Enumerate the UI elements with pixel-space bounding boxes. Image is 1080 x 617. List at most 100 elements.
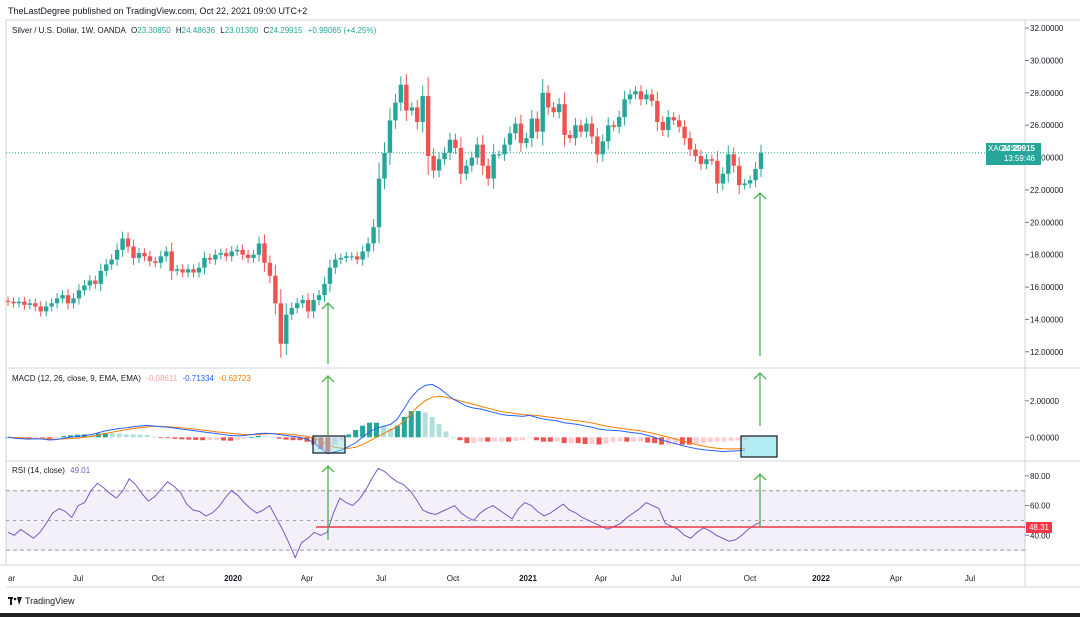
macd-histogram-bar (68, 435, 74, 438)
macd-histogram-bar (506, 437, 512, 442)
time-tick-label: Oct (447, 574, 460, 583)
main-legend: Silver / U.S. Dollar, 1W, OANDA O23.3085… (12, 26, 382, 35)
candle-body (234, 249, 240, 252)
macd-histogram-bar (589, 437, 595, 445)
candle-body (682, 126, 687, 139)
macd-histogram-bar (533, 437, 539, 441)
candle-body (409, 107, 414, 111)
candle-body (38, 306, 43, 312)
candle-body (742, 183, 747, 186)
rsi-legend: RSI (14, close) 49.01 (12, 466, 93, 475)
rsi-name: RSI (14, close) (12, 466, 65, 475)
candle-body (496, 154, 502, 156)
macd-histogram-bar (318, 437, 324, 449)
candle-body (251, 254, 256, 258)
macd-histogram-bar (457, 437, 463, 441)
macd-histogram-bar (346, 434, 352, 438)
macd-histogram-bar (499, 437, 505, 442)
macd-histogram-bar (88, 434, 94, 438)
candle-body (136, 253, 142, 258)
candle-body (649, 94, 655, 101)
macd-histogram-bar (707, 437, 713, 443)
candle-body (11, 301, 16, 304)
macd-histogram-bar (200, 437, 206, 441)
macd-histogram-bar (693, 437, 699, 444)
macd-highlight-box-right (740, 435, 778, 458)
candle-body (633, 91, 638, 95)
price-tick-label: 16.00000 (1030, 283, 1064, 292)
macd-histogram-bar (172, 437, 178, 439)
macd-histogram-bar (603, 437, 609, 444)
macd-histogram-bar (269, 437, 275, 439)
publish-header: TheLastDegree published on TradingView.c… (0, 0, 1080, 20)
arrow-rsi-right-head (753, 473, 767, 481)
candle-body (76, 290, 82, 299)
macd-histogram-bar (624, 437, 630, 442)
macd-histogram-bar (26, 437, 32, 439)
candle-body (294, 303, 300, 309)
macd-histogram-bar (547, 437, 553, 442)
candle-body (600, 141, 605, 155)
candle-body (491, 154, 496, 179)
macd-histogram-bar (408, 411, 414, 438)
candle-body (202, 257, 207, 268)
macd-histogram-bar (102, 432, 108, 438)
candle-body (502, 144, 507, 155)
macd-histogram-bar (672, 437, 678, 445)
macd-histogram-bar (262, 436, 268, 438)
publish-text: TheLastDegree published on TradingView.c… (8, 6, 308, 16)
candle-body (322, 283, 327, 296)
price-tick-label: 14.00000 (1030, 315, 1064, 324)
candle-body (191, 269, 196, 273)
candle-body (638, 91, 644, 100)
candle-body (355, 256, 360, 260)
close-label: C (263, 26, 270, 35)
rsi-tick-label: 60.00 (1030, 502, 1051, 511)
footer: TradingView (8, 596, 75, 610)
candle-body (693, 149, 698, 156)
candle-body (87, 280, 93, 286)
candle-body (218, 253, 224, 255)
price-tick-label: 24.00000 (1030, 154, 1064, 163)
macd-histogram-bar (721, 437, 727, 442)
candle-body (464, 165, 469, 174)
rsi-tag: 48.31 (1026, 522, 1052, 533)
price-tag-price: 24.29915 (1001, 144, 1035, 153)
macd-histogram-bar (436, 424, 442, 438)
close-value: 24.29915 (269, 26, 303, 35)
arrow-macd-right-head (753, 372, 767, 380)
macd-histogram-bar (700, 437, 706, 444)
candle-body (114, 249, 120, 260)
candle-body (213, 254, 218, 260)
arrow-price-right-head (753, 192, 767, 200)
candle-body (518, 123, 524, 144)
macd-histogram-bar (554, 437, 560, 442)
macd-highlight-box-left (312, 435, 346, 454)
macd-histogram-bar (165, 437, 171, 439)
macd-histogram-bar (596, 437, 602, 445)
macd-histogram-bar (686, 437, 692, 445)
candle-body (698, 155, 704, 165)
candle-body (344, 256, 349, 258)
macd-histogram-bar (193, 437, 199, 440)
candle-body (584, 123, 589, 132)
macd-histogram-bar (575, 437, 581, 444)
macd-histogram-bar (360, 425, 366, 438)
candle-body (704, 159, 709, 165)
candle-body (109, 259, 114, 265)
price-tick-label: 26.00000 (1030, 121, 1064, 130)
arrow-macd-left-head (321, 375, 335, 383)
candle-body (289, 308, 294, 315)
candle-body (578, 125, 584, 132)
candle-body (365, 243, 371, 252)
candle-body (224, 253, 229, 257)
candle-body (120, 238, 125, 250)
candle-body (715, 160, 720, 184)
candle-body (16, 301, 22, 304)
candle-body (622, 99, 627, 118)
candle-body (60, 295, 65, 299)
time-tick-label: ar (8, 574, 15, 583)
candle-body (655, 100, 660, 122)
macd-histogram-bar (638, 437, 644, 442)
